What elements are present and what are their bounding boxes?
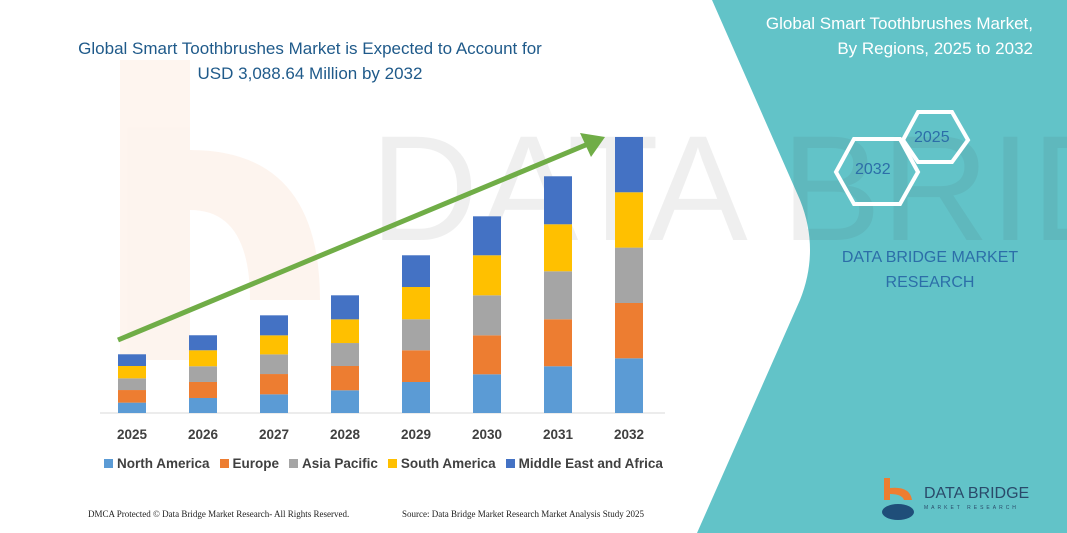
title-line-1: Global Smart Toothbrushes Market is Expe… <box>78 39 542 58</box>
legend-item-north-america: North America <box>104 456 210 471</box>
bar-2025-south-america <box>118 365 146 379</box>
bar-2026-europe <box>189 381 217 398</box>
bar-2025-middle-east-and-africa <box>118 354 146 366</box>
bar-2026-south-america <box>189 350 217 367</box>
bar-2028-north-america <box>331 390 359 413</box>
bar-2031-middle-east-and-africa <box>544 176 572 225</box>
legend: North America Europe Asia Pacific South … <box>104 456 663 471</box>
x-tick-label: 2030 <box>472 427 502 442</box>
x-tick-label: 2032 <box>614 427 644 442</box>
brand-text: DATA BRIDGE MARKET RESEARCH <box>830 245 1030 295</box>
legend-swatch <box>505 459 515 468</box>
legend-item-asia-pacific: Asia Pacific <box>289 456 378 471</box>
bar-2029-middle-east-and-africa <box>402 255 430 288</box>
bar-2032-europe <box>615 302 643 359</box>
legend-item-europe: Europe <box>219 456 280 471</box>
side-title-line-1: Global Smart Toothbrushes Market, <box>765 14 1033 33</box>
bar-2030-asia-pacific <box>473 295 501 336</box>
footer-source: Source: Data Bridge Market Research Mark… <box>402 509 644 519</box>
bar-2031-south-america <box>544 224 572 272</box>
bar-2025-europe <box>118 390 146 403</box>
title-line-2: USD 3,088.64 Million by 2032 <box>197 64 423 83</box>
chart-title: Global Smart Toothbrushes Market is Expe… <box>60 36 560 86</box>
bar-2026-north-america <box>189 397 217 413</box>
bar-2030-north-america <box>473 374 501 413</box>
bar-2028-asia-pacific <box>331 343 359 366</box>
x-tick-label: 2031 <box>543 427 574 442</box>
x-tick-label: 2026 <box>188 427 219 442</box>
legend-label: South America <box>400 456 496 471</box>
hex-label-2025: 2025 <box>914 129 950 146</box>
bar-2026-asia-pacific <box>189 366 217 382</box>
bar-2027-south-america <box>260 335 288 355</box>
bar-2029-south-america <box>402 287 430 320</box>
legend-swatch <box>219 459 229 468</box>
bar-2025-north-america <box>118 402 146 413</box>
bar-2028-middle-east-and-africa <box>331 295 359 320</box>
bar-2028-europe <box>331 365 359 391</box>
x-tick-label: 2025 <box>117 427 148 442</box>
legend-swatch <box>289 459 299 468</box>
x-tick-label: 2028 <box>330 427 361 442</box>
bar-2032-asia-pacific <box>615 247 643 303</box>
bar-2029-north-america <box>402 381 430 413</box>
x-tick-label: 2027 <box>259 427 289 442</box>
legend-item-south-america: South America <box>387 456 496 471</box>
bar-2031-asia-pacific <box>544 271 572 320</box>
x-tick-label: 2029 <box>401 427 431 442</box>
logo-subtext: MARKET RESEARCH <box>924 505 1019 511</box>
legend-label: Europe <box>232 456 280 471</box>
bar-2030-south-america <box>473 255 501 296</box>
footer-copyright: DMCA Protected © Data Bridge Market Rese… <box>88 509 350 519</box>
bar-2027-asia-pacific <box>260 354 288 375</box>
hex-label-2032: 2032 <box>855 161 891 178</box>
logo-icon <box>882 478 914 520</box>
bar-2030-europe <box>473 335 501 375</box>
brand-line-1: DATA BRIDGE MARKET <box>841 249 1019 266</box>
legend-swatch <box>104 459 113 468</box>
bar-2029-europe <box>402 350 430 382</box>
bar-2032-middle-east-and-africa <box>615 136 643 193</box>
bar-2028-south-america <box>331 319 359 344</box>
bar-2027-middle-east-and-africa <box>260 315 288 336</box>
legend-label: Asia Pacific <box>302 456 378 471</box>
bar-2026-middle-east-and-africa <box>189 335 217 351</box>
side-title-line-2: By Regions, 2025 to 2032 <box>837 39 1033 58</box>
bar-2030-middle-east-and-africa <box>473 216 501 256</box>
legend-label: North America <box>117 456 210 471</box>
bar-2027-north-america <box>260 394 288 413</box>
bar-2031-north-america <box>544 366 572 413</box>
brand-line-2: RESEARCH <box>885 274 975 291</box>
side-panel <box>697 0 1067 533</box>
legend-swatch <box>387 459 397 468</box>
bar-2031-europe <box>544 319 572 367</box>
bar-2025-asia-pacific <box>118 378 146 391</box>
legend-item-mea: Middle East and Africa <box>505 456 663 471</box>
side-panel-title: Global Smart Toothbrushes Market, By Reg… <box>693 11 1033 61</box>
trend-arrow <box>117 133 605 343</box>
bar-2027-europe <box>260 374 288 395</box>
bar-2029-asia-pacific <box>402 319 430 351</box>
logo-text: DATA BRIDGE <box>924 485 1030 502</box>
bar-2032-north-america <box>615 358 643 413</box>
bar-2032-south-america <box>615 192 643 248</box>
hexagon-2032 <box>833 137 921 206</box>
legend-label: Middle East and Africa <box>518 456 663 471</box>
hexagon-2025 <box>900 110 971 164</box>
